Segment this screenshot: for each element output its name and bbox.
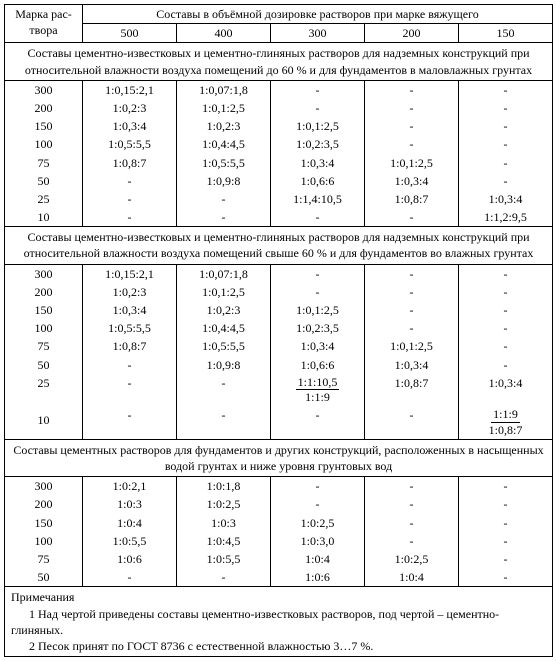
table-row: 3001:0:2,11:0:1,8--- <box>5 477 553 496</box>
mortar-composition-table: Марка рас- твора Составы в объёмной дози… <box>4 4 553 657</box>
col-500: 500 <box>83 24 177 43</box>
col-mark-l1: Марка рас- <box>15 7 72 21</box>
notes-title: Примечания <box>11 590 74 604</box>
table-row: 2001:0,2:31:0,1:2,5--- <box>5 283 553 301</box>
fraction-cell: 1:1:91:0,8:7 <box>459 406 553 439</box>
table-row: 25--1:1,4:10,51:0,8:71:0,3:4 <box>5 190 553 208</box>
table-row: 10 - - - - 1:1:91:0,8:7 <box>5 406 553 439</box>
table-row: 1501:0,3:41:0,2:31:0,1:2,5-- <box>5 117 553 135</box>
table-row: 751:0,8:71:0,5:5,51:0,3:41:0,1:2,5- <box>5 337 553 355</box>
col-400: 400 <box>177 24 271 43</box>
note-2: 2 Песок принят по ГОСТ 8736 с естественн… <box>11 638 546 654</box>
col-200: 200 <box>365 24 459 43</box>
table-row: 10----1:1,2:9,5 <box>5 208 553 227</box>
fraction-cell: 1:1:10,51:1:9 <box>271 374 365 407</box>
section-a-title: Составы цементно-известковых и цементно-… <box>5 43 553 80</box>
table-row: 1501:0:41:0:31:0:2,5-- <box>5 514 553 532</box>
col-300: 300 <box>271 24 365 43</box>
note-1: 1 Над чертой приведены составы цементно-… <box>11 606 546 638</box>
col-mark-l2: твора <box>29 23 57 37</box>
table-row: 3001:0,15:2,11:0,07:1,8--- <box>5 264 553 283</box>
header-row-1: Марка рас- твора Составы в объёмной дози… <box>5 5 553 24</box>
section-c-title: Составы цементных растворов для фундамен… <box>5 439 553 476</box>
super-header: Составы в объёмной дозировке растворов п… <box>83 5 553 24</box>
table-row: 50--1:0:61:0:4- <box>5 568 553 587</box>
table-row: 1501:0,3:41:0,2:31:0,1:2,5-- <box>5 301 553 319</box>
table-row: 751:0,8:71:0,5:5,51:0,3:41:0,1:2,5- <box>5 154 553 172</box>
table-row: 1001:0,5:5,51:0,4:4,51:0,2:3,5-- <box>5 135 553 153</box>
table-row: 25 - - 1:1:10,51:1:9 1:0,8:7 1:0,3:4 <box>5 374 553 407</box>
table-row: 2001:0:31:0:2,5--- <box>5 495 553 513</box>
table-row: 2001:0,2:31:0,1:2,5--- <box>5 99 553 117</box>
table-row: 751:0:61:0:5,51:0:41:0:2,5- <box>5 550 553 568</box>
table-row: 3001:0,15:2,11:0,07:1,8--- <box>5 80 553 99</box>
section-b-title: Составы цементно-известковых и цементно-… <box>5 227 553 264</box>
header-row-2: 500 400 300 200 150 <box>5 24 553 43</box>
col-mark: Марка рас- твора <box>5 5 83 43</box>
table-row: 1001:0:5,51:0:4,51:0:3,0-- <box>5 532 553 550</box>
notes-cell: Примечания 1 Над чертой приведены состав… <box>5 587 553 657</box>
col-150: 150 <box>459 24 553 43</box>
table-row: 50-1:0,9:81:0,6:61:0,3:4- <box>5 356 553 374</box>
table-row: 50-1:0,9:81:0,6:61:0,3:4- <box>5 172 553 190</box>
table-row: 1001:0,5:5,51:0,4:4,51:0,2:3,5-- <box>5 319 553 337</box>
